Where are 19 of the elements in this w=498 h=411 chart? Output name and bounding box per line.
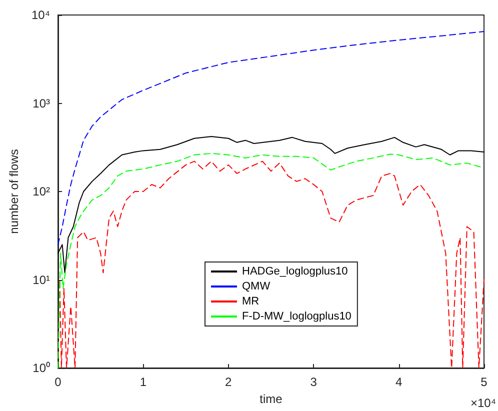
y-tick-label: 10⁴ [31, 8, 50, 22]
x-tick-label: 2 [225, 375, 232, 389]
y-tick-label: 10¹ [32, 272, 50, 287]
legend-label: QMW [242, 280, 271, 292]
y-tick-label: 10⁰ [32, 361, 50, 375]
x-tick-label: 5 [480, 375, 488, 389]
legend-label: F-D-MW_loglogplus10 [242, 310, 352, 322]
x-axis-title: time [260, 392, 283, 406]
text: ×10⁴ [470, 396, 496, 410]
x-tick-label: 4 [395, 375, 402, 389]
legend-label: MR [242, 296, 260, 308]
y-axis-title: number of flows [7, 149, 21, 234]
x-tick-label: 3 [310, 375, 318, 389]
line-series [58, 31, 484, 246]
x-tick-label: 1 [140, 375, 147, 389]
x-tick-label: 0 [54, 375, 62, 389]
y-tick-label: 10³ [32, 96, 50, 110]
y-tick-label: 10² [32, 184, 50, 198]
legend-label: HADGe_loglogplus10 [242, 266, 348, 278]
